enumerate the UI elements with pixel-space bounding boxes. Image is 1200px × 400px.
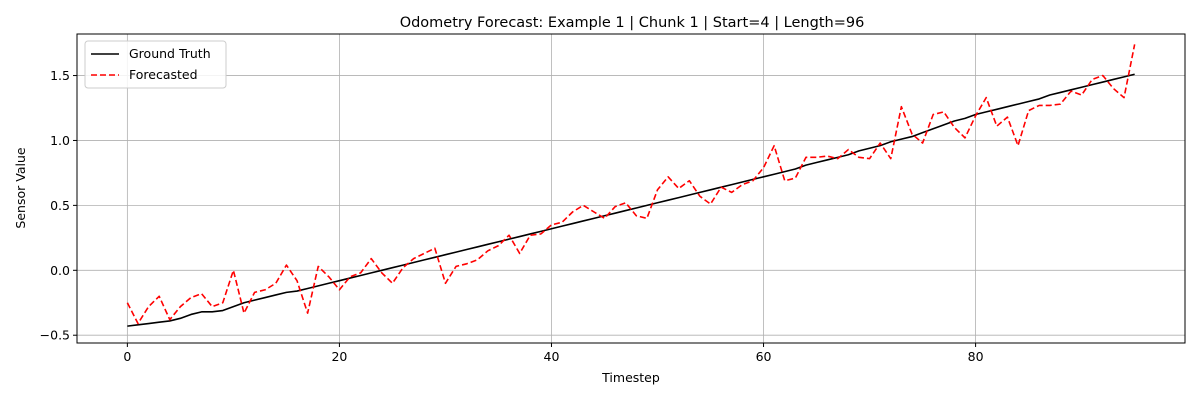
y-tick-label: 1.0 [50,133,70,148]
x-axis-label: Timestep [601,370,660,385]
x-tick-label: 60 [756,349,772,364]
plot-area [76,33,1186,344]
legend: Ground Truth Forecasted [84,40,227,89]
series-line-forecasted [126,44,1136,325]
legend-box [84,40,227,89]
grid-lines [77,34,1185,343]
chart-title: Odometry Forecast: Example 1 | Chunk 1 |… [400,15,865,31]
y-tick-label: −0.5 [40,328,70,343]
legend-label-ground-truth: Ground Truth [129,46,211,61]
y-axis-label: Sensor Value [13,147,28,228]
x-tick-label: 20 [331,349,347,364]
y-tick-label: 0.0 [50,263,70,278]
legend-label-forecasted: Forecasted [129,67,198,82]
x-axis: 0 20 40 60 80 [123,343,984,364]
y-tick-label: 1.5 [50,68,70,83]
x-tick-label: 0 [123,349,131,364]
y-tick-label: 0.5 [50,198,70,213]
y-axis: −0.5 0.0 0.5 1.0 1.5 [40,68,77,343]
x-tick-label: 80 [968,349,984,364]
x-tick-label: 40 [544,349,560,364]
series-layer [126,44,1136,327]
